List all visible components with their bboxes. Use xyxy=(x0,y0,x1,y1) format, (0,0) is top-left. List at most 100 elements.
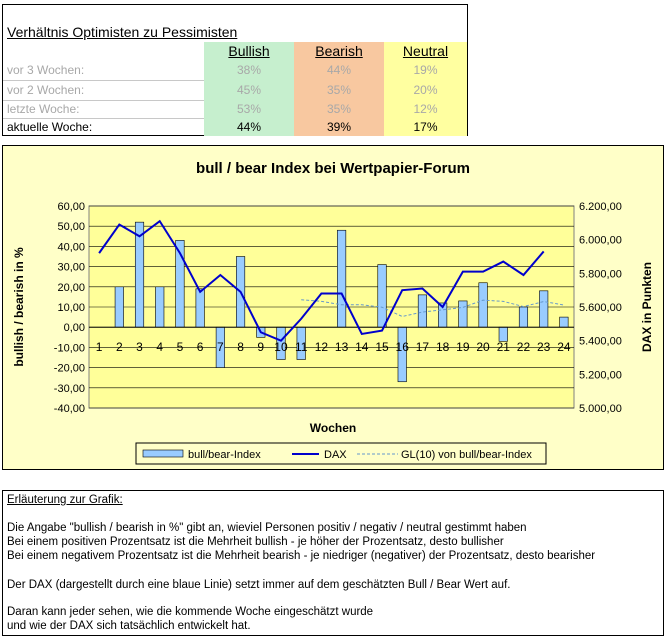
x-tick-label: 4 xyxy=(156,340,163,354)
header-neutral: Neutral xyxy=(402,43,449,59)
row-label: vor 3 Wochen: xyxy=(7,63,85,77)
sentiment-table: Verhältnis Optimisten zu Pessimisten Bul… xyxy=(2,4,468,136)
y-tick-label: -10,00 xyxy=(54,342,85,354)
legend-label: bull/bear-Index xyxy=(188,449,261,461)
y-tick-label: -40,00 xyxy=(54,403,85,415)
neutral-cell: 20% xyxy=(413,83,438,97)
header-bearish: Bearish xyxy=(315,43,363,59)
x-tick-label: 9 xyxy=(257,340,264,354)
y2-tick-label: 5.000,00 xyxy=(579,403,622,415)
x-tick-label: 15 xyxy=(375,340,389,354)
x-tick-label: 14 xyxy=(355,340,369,354)
x-tick-label: 6 xyxy=(197,340,204,354)
y-tick-label: -30,00 xyxy=(54,383,85,395)
header-bullish: Bullish xyxy=(228,43,270,59)
row-label: vor 2 Wochen: xyxy=(7,83,85,97)
bar-bull-bear-index xyxy=(397,326,407,383)
x-tick-label: 13 xyxy=(335,340,349,354)
y-tick-label: 60,00 xyxy=(57,201,85,213)
x-tick-label: 18 xyxy=(436,340,450,354)
explanation-line: und wie der DAX sich tatsächlich entwick… xyxy=(7,620,251,632)
row-label: aktuelle Woche: xyxy=(7,120,93,134)
neutral-cell: 17% xyxy=(413,120,438,134)
bullish-cell: 38% xyxy=(236,63,262,77)
row-label: letzte Woche: xyxy=(7,102,80,116)
chart-area: bull / bear Index bei Wertpapier-Forum 60… xyxy=(2,145,664,470)
bullish-cell: 44% xyxy=(236,120,262,134)
bar-bull-bear-index xyxy=(518,306,529,328)
x-tick-label: 1 xyxy=(96,340,103,354)
x-tick-label: 19 xyxy=(456,340,470,354)
explanation-line: Bei einem negativem Prozentsatz ist die … xyxy=(7,550,596,562)
y-tick-label: 40,00 xyxy=(57,241,85,253)
bar-bull-bear-index xyxy=(377,264,387,328)
legend-box xyxy=(135,442,547,465)
bar-bull-bear-index xyxy=(134,221,145,328)
explanation-box: Erläuterung zur Grafik: Die Angabe "bull… xyxy=(2,490,664,636)
neutral-column-bg xyxy=(384,42,467,136)
x-tick-label: 2 xyxy=(116,340,123,354)
bar-bull-bear-index xyxy=(337,229,347,328)
table-title: Verhältnis Optimisten zu Pessimisten xyxy=(7,24,238,40)
bearish-cell: 35% xyxy=(326,83,352,97)
x-axis-title: Wochen xyxy=(310,421,356,435)
y2-tick-label: 5.200,00 xyxy=(579,369,622,381)
x-tick-label: 21 xyxy=(497,340,511,354)
y-tick-label: 20,00 xyxy=(57,282,85,294)
explanation-line: Die Angabe "bullish / bearish in %" gibt… xyxy=(7,522,527,534)
y2-tick-label: 5.400,00 xyxy=(579,336,622,348)
bearish-cell: 35% xyxy=(326,102,352,116)
y-tick-label: 30,00 xyxy=(57,262,85,274)
y2-tick-label: 5.600,00 xyxy=(579,302,622,314)
x-tick-label: 7 xyxy=(217,340,224,354)
x-tick-label: 16 xyxy=(396,340,410,354)
bar-bull-bear-index xyxy=(478,282,488,328)
bar-bull-bear-index xyxy=(539,290,549,328)
bullish-column-bg xyxy=(204,42,294,136)
y-axis-title: bullish / bearish in % xyxy=(12,247,26,367)
row-divider xyxy=(3,80,204,81)
bar-bull-bear-index xyxy=(458,300,468,328)
bullish-cell: 45% xyxy=(236,83,262,97)
x-tick-label: 22 xyxy=(517,340,531,354)
x-tick-label: 10 xyxy=(274,340,288,354)
y2-tick-label: 6.000,00 xyxy=(579,235,622,247)
y2-axis-title: DAX in Punkten xyxy=(640,262,654,352)
bearish-cell: 44% xyxy=(326,63,352,77)
bar-bull-bear-index xyxy=(195,288,205,328)
x-tick-label: 5 xyxy=(177,340,184,354)
explanation-heading: Erläuterung zur Grafik: xyxy=(7,494,123,506)
y-tick-label: -20,00 xyxy=(54,363,85,375)
x-tick-label: 23 xyxy=(537,340,551,354)
explanation-line: Daran kann jeder sehen, wie die kommende… xyxy=(7,606,374,618)
y-tick-label: 0,00 xyxy=(64,322,85,334)
explanation-line: Der DAX (dargestellt durch eine blaue Li… xyxy=(7,579,511,591)
bearish-cell: 39% xyxy=(326,120,352,134)
legend-swatch-bars xyxy=(142,449,184,458)
bearish-column-bg xyxy=(294,42,384,136)
x-tick-label: 3 xyxy=(136,340,143,354)
row-divider xyxy=(3,100,204,101)
y2-tick-label: 6.200,00 xyxy=(579,201,622,213)
dax-line xyxy=(98,219,545,342)
neutral-cell: 12% xyxy=(413,102,438,116)
x-tick-label: 8 xyxy=(237,340,244,354)
bull-bear-chart: bull / bear Index bei Wertpapier-Forum60… xyxy=(12,160,654,465)
bar-bull-bear-index xyxy=(155,286,165,328)
legend-label: GL(10) von bull/bear-Index xyxy=(401,449,532,461)
bar-bull-bear-index xyxy=(559,316,569,328)
row-divider xyxy=(3,118,204,119)
bar-bull-bear-index xyxy=(417,294,427,328)
y-tick-label: 10,00 xyxy=(57,302,85,314)
x-tick-label: 20 xyxy=(476,340,490,354)
x-tick-label: 11 xyxy=(295,340,308,354)
explanation-line: Bei einem positiven Prozentsatz ist die … xyxy=(7,536,504,548)
x-tick-label: 17 xyxy=(416,340,430,354)
bullish-cell: 53% xyxy=(236,102,262,116)
y2-tick-label: 5.800,00 xyxy=(579,268,622,280)
neutral-cell: 19% xyxy=(413,63,438,77)
x-tick-label: 24 xyxy=(557,340,571,354)
x-tick-label: 12 xyxy=(315,340,329,354)
chart-title: bull / bear Index bei Wertpapier-Forum xyxy=(196,160,470,177)
y-tick-label: 50,00 xyxy=(57,221,85,233)
